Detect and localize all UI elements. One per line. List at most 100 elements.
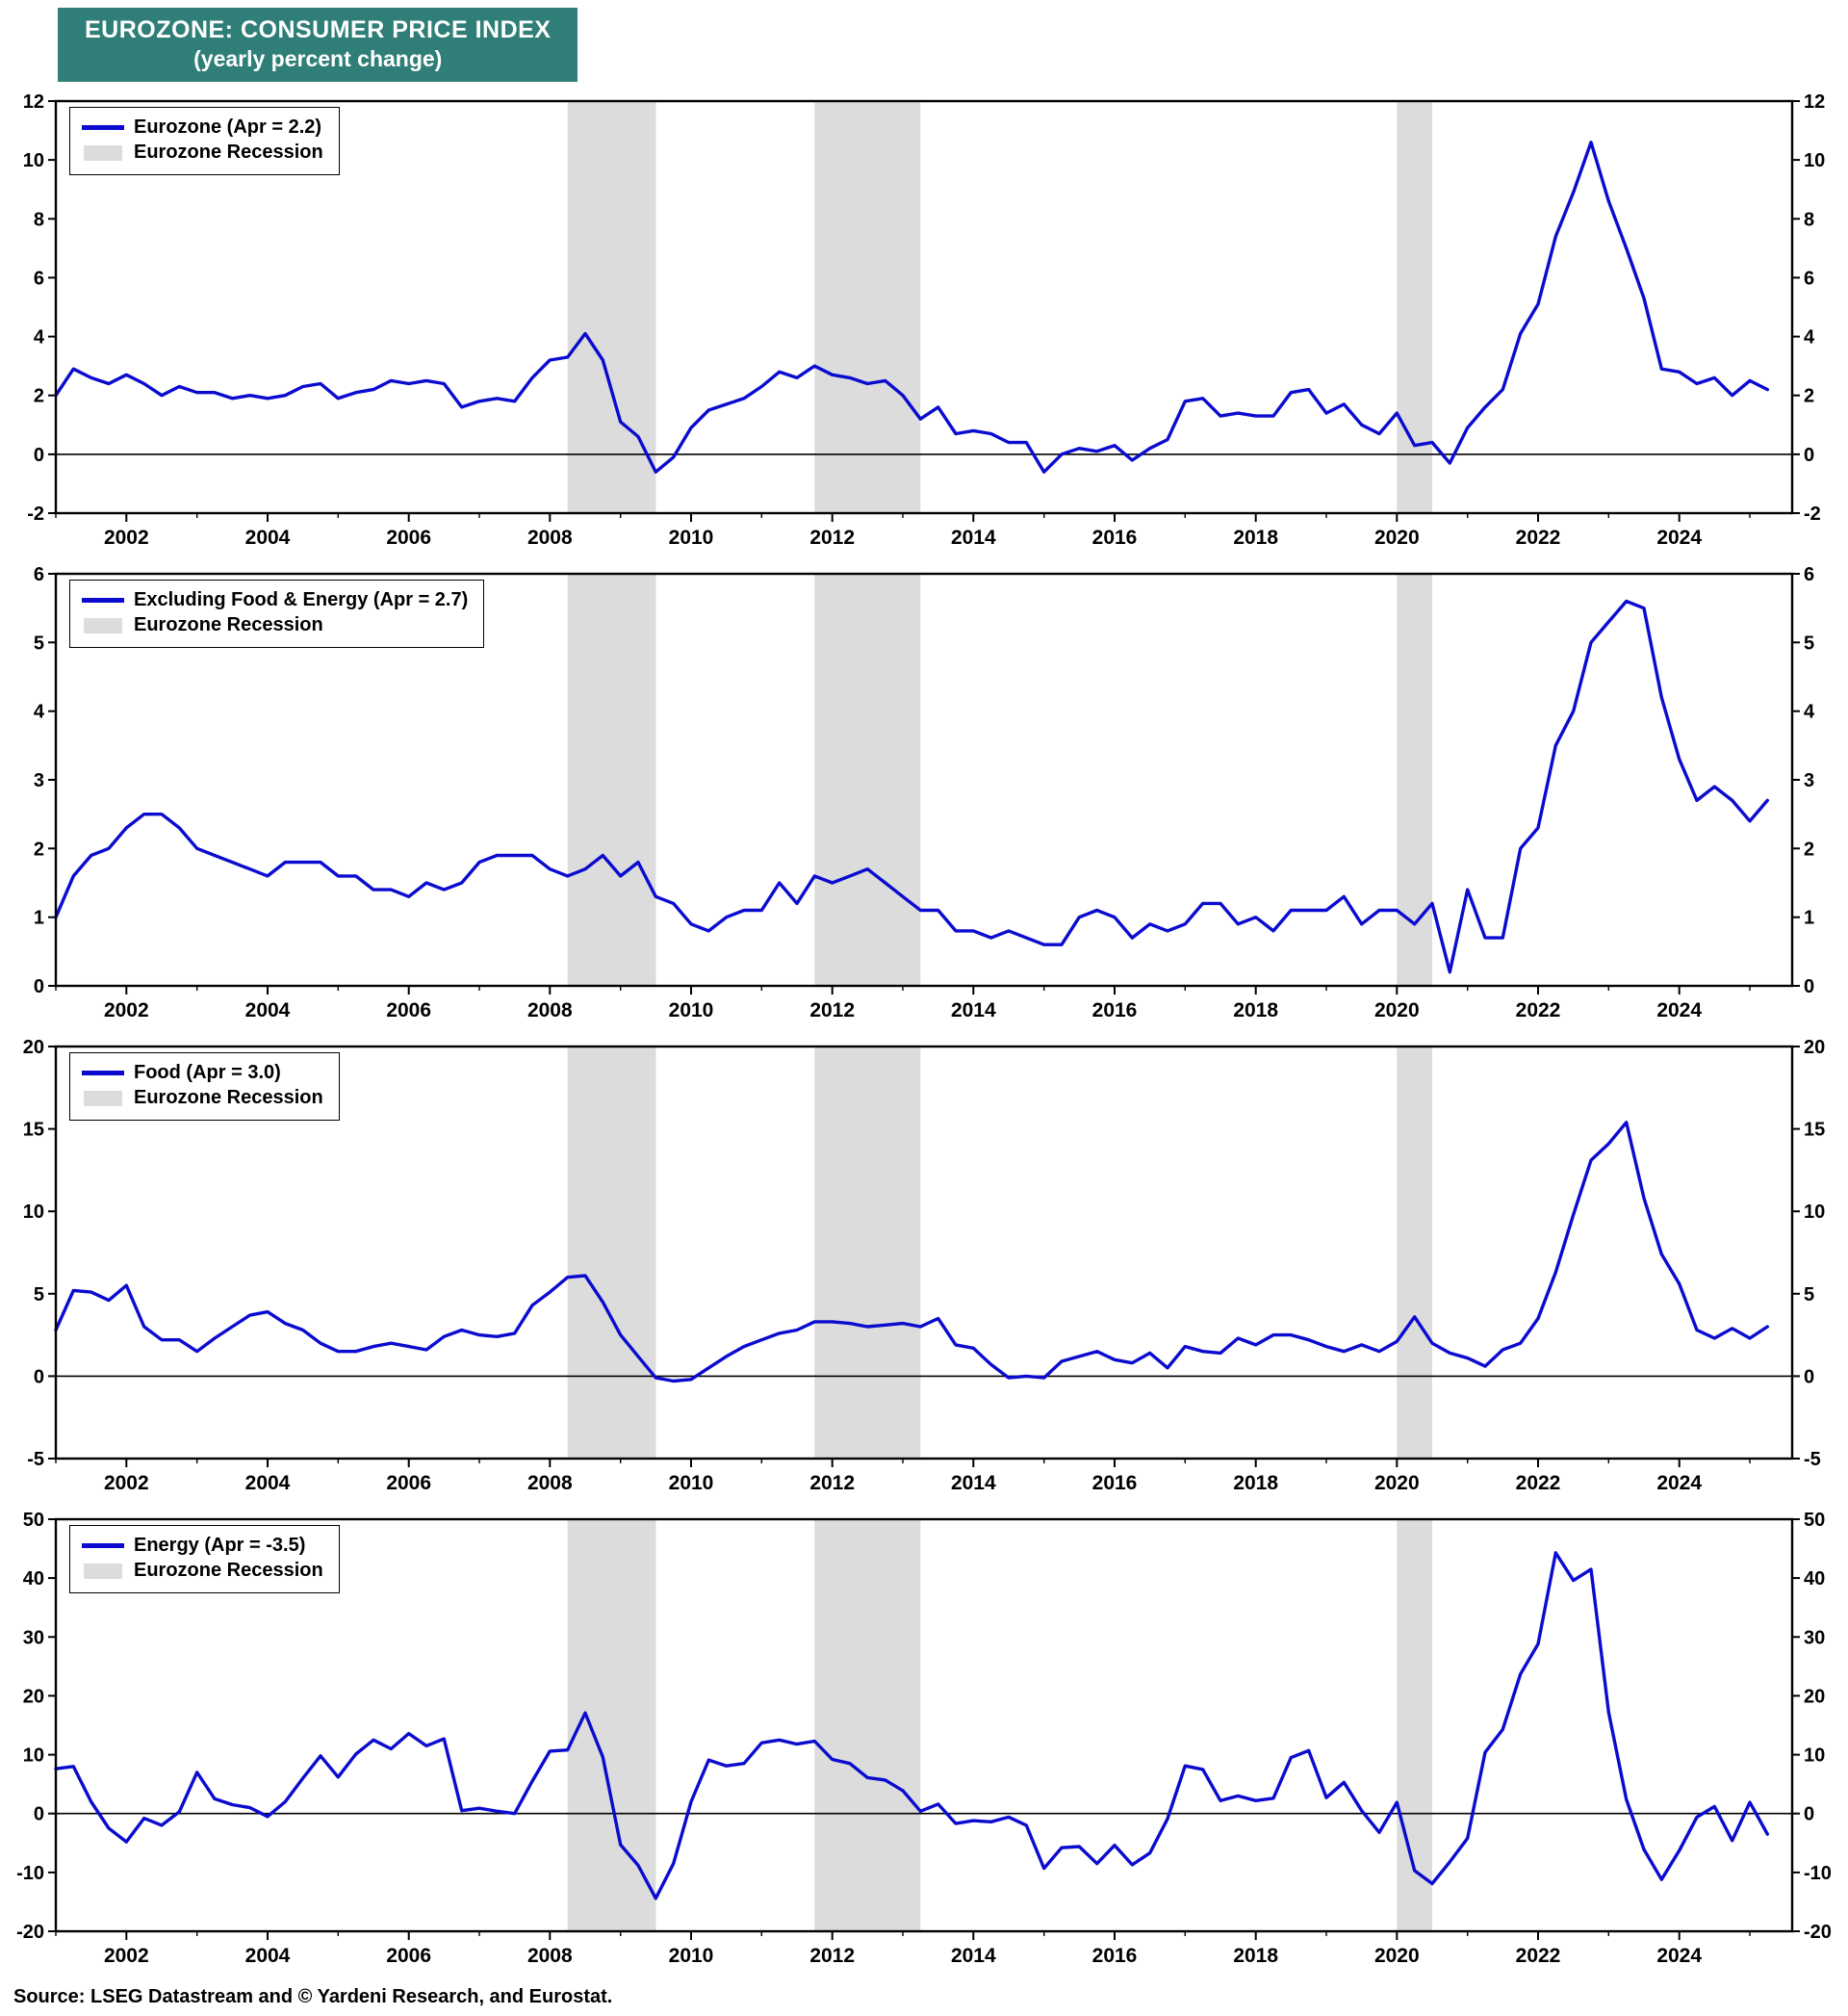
recession-band-swatch: [84, 144, 122, 161]
svg-text:2006: 2006: [386, 1472, 431, 1494]
svg-text:2002: 2002: [104, 527, 149, 549]
svg-text:30: 30: [1804, 1627, 1825, 1648]
series-line-swatch: [82, 125, 124, 130]
svg-text:2020: 2020: [1374, 527, 1420, 549]
svg-text:2016: 2016: [1092, 527, 1138, 549]
legend-core: Excluding Food & Energy (Apr = 2.7) Euro…: [69, 580, 485, 648]
svg-text:2012: 2012: [809, 999, 855, 1021]
svg-text:2014: 2014: [951, 999, 996, 1021]
source-note: Source: LSEG Datastream and © Yardeni Re…: [13, 1986, 613, 2007]
svg-text:5: 5: [1804, 633, 1814, 654]
legend-series-row: Food (Apr = 3.0): [82, 1062, 323, 1084]
legend-series-row: Eurozone (Apr = 2.2): [82, 116, 323, 139]
svg-text:50: 50: [1804, 1512, 1825, 1531]
svg-text:5: 5: [34, 633, 44, 654]
panel-core: 0 0 1 1 2 2 3 3 4 4 5 5 6 6 2002 2004 2006 2008 2010 2012 20…: [8, 564, 1840, 1031]
svg-text:2016: 2016: [1092, 1472, 1138, 1494]
recession-label: Eurozone Recession: [134, 142, 323, 163]
svg-text:1: 1: [1804, 908, 1814, 929]
svg-text:2022: 2022: [1516, 1945, 1561, 1967]
chart-title-line2: (yearly percent change): [193, 46, 443, 71]
svg-text:2020: 2020: [1374, 1945, 1420, 1967]
svg-text:2012: 2012: [809, 527, 855, 549]
svg-text:2022: 2022: [1516, 527, 1561, 549]
svg-text:2010: 2010: [669, 527, 714, 549]
panel-eurozone: -2 -2 0 0 2 2 4 4 6 6 8 8 10 10 12 12 2002 2004 2006 2008 20…: [8, 91, 1840, 558]
svg-text:2016: 2016: [1092, 999, 1138, 1021]
svg-text:0: 0: [34, 445, 44, 466]
svg-text:2010: 2010: [669, 1472, 714, 1494]
svg-text:2016: 2016: [1092, 1945, 1138, 1967]
svg-text:20: 20: [23, 1039, 44, 1058]
svg-text:2014: 2014: [951, 527, 996, 549]
svg-text:2012: 2012: [809, 1472, 855, 1494]
svg-text:12: 12: [1804, 93, 1825, 113]
legend-recession-row: Eurozone Recession: [82, 1087, 323, 1109]
svg-text:-10: -10: [1804, 1863, 1832, 1884]
svg-text:4: 4: [34, 702, 45, 723]
svg-text:2: 2: [34, 839, 44, 860]
recession-band-swatch: [84, 1563, 122, 1579]
svg-text:2018: 2018: [1233, 999, 1278, 1021]
svg-text:-2: -2: [27, 504, 44, 525]
svg-text:2008: 2008: [527, 1472, 573, 1494]
panel-energy: -20 -20 -10 -10 0 0 10 10 20 20 30 30 40 40 50 50 2002 20…: [8, 1510, 1840, 1977]
svg-text:-2: -2: [1804, 504, 1821, 525]
chart-title: EUROZONE: CONSUMER PRICE INDEX (yearly p…: [58, 8, 578, 82]
svg-text:3: 3: [34, 770, 44, 791]
legend-energy: Energy (Apr = -3.5) Eurozone Recession: [69, 1525, 340, 1593]
svg-text:-5: -5: [27, 1449, 44, 1470]
svg-text:2002: 2002: [104, 1945, 149, 1967]
svg-text:2008: 2008: [527, 1945, 573, 1967]
svg-text:2: 2: [1804, 386, 1814, 407]
recession-band-swatch: [84, 617, 122, 633]
svg-text:0: 0: [1804, 976, 1814, 997]
svg-text:6: 6: [1804, 268, 1814, 289]
legend-recession-row: Eurozone Recession: [82, 614, 468, 636]
svg-text:2008: 2008: [527, 527, 573, 549]
svg-text:4: 4: [1804, 702, 1815, 723]
svg-text:-5: -5: [1804, 1449, 1821, 1470]
series-line-swatch: [82, 1071, 124, 1075]
svg-text:2008: 2008: [527, 999, 573, 1021]
svg-text:2014: 2014: [951, 1472, 996, 1494]
svg-text:2012: 2012: [809, 1945, 855, 1967]
svg-text:10: 10: [1804, 150, 1825, 171]
svg-text:4: 4: [1804, 327, 1815, 349]
svg-text:6: 6: [34, 268, 44, 289]
svg-text:2010: 2010: [669, 1945, 714, 1967]
svg-text:2022: 2022: [1516, 1472, 1561, 1494]
svg-text:50: 50: [23, 1512, 44, 1531]
cpi-dashboard: EUROZONE: CONSUMER PRICE INDEX (yearly p…: [8, 8, 1840, 2008]
legend-recession-row: Eurozone Recession: [82, 142, 323, 164]
svg-text:5: 5: [1804, 1284, 1814, 1305]
svg-text:2004: 2004: [245, 1472, 291, 1494]
svg-text:2024: 2024: [1656, 527, 1702, 549]
recession-label: Eurozone Recession: [134, 1087, 323, 1108]
svg-text:2018: 2018: [1233, 1472, 1278, 1494]
series-label: Excluding Food & Energy (Apr = 2.7): [134, 589, 469, 610]
series-line-swatch: [82, 598, 124, 603]
svg-text:2024: 2024: [1656, 999, 1702, 1021]
svg-text:6: 6: [1804, 566, 1814, 585]
svg-text:2024: 2024: [1656, 1945, 1702, 1967]
chart-title-line1: EUROZONE: CONSUMER PRICE INDEX: [85, 16, 552, 43]
svg-text:20: 20: [1804, 1686, 1825, 1707]
series-label: Energy (Apr = -3.5): [134, 1535, 306, 1556]
svg-text:2004: 2004: [245, 999, 291, 1021]
svg-text:4: 4: [34, 327, 45, 349]
recession-label: Eurozone Recession: [134, 1560, 323, 1581]
svg-text:-20: -20: [1804, 1922, 1832, 1943]
svg-text:0: 0: [1804, 445, 1814, 466]
svg-text:40: 40: [23, 1568, 44, 1590]
legend-eurozone: Eurozone (Apr = 2.2) Eurozone Recession: [69, 107, 340, 175]
svg-text:2: 2: [34, 386, 44, 407]
svg-text:-20: -20: [16, 1922, 44, 1943]
svg-text:8: 8: [1804, 209, 1814, 230]
svg-text:15: 15: [1804, 1120, 1825, 1141]
svg-text:1: 1: [34, 908, 44, 929]
svg-text:40: 40: [1804, 1568, 1825, 1590]
svg-text:10: 10: [23, 1202, 44, 1223]
recession-label: Eurozone Recession: [134, 614, 323, 635]
legend-recession-row: Eurozone Recession: [82, 1560, 323, 1582]
